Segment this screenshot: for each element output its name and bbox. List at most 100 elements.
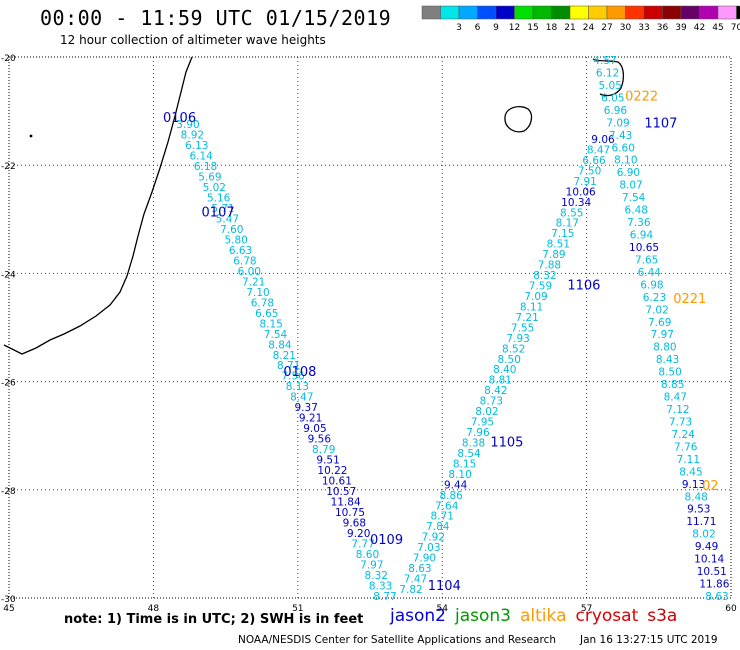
track-2-value: 8.73 [480,396,503,408]
track-2-value: 7.89 [542,249,565,261]
pass-label: 1104 [428,579,461,594]
pass-labels: 0106 0107 0108 0109 1104 1105 1106 1107 0222 0221… [163,89,719,594]
track-2-value: 9.44 [444,479,468,491]
track-2-value: 8.47 [587,144,610,156]
track-3-value: 8.85 [661,379,684,391]
header-subtitle: 12 hour collection of altimeter wave hei… [60,33,326,47]
track-3-value: 11.71 [686,516,716,528]
footer-timestamp: Jan 16 13:27:15 UTC 2019 [580,634,718,646]
coastline-madagascar [3,56,193,355]
track-2-value: 8.51 [547,239,570,251]
legend-swatch [495,5,515,20]
track-3-value: 7.73 [669,416,692,428]
track-1-value: 5.71 [211,203,234,215]
track-3-value: 6.98 [640,279,663,291]
legend-label: 21 [564,23,575,33]
track-1-value: 8.77 [373,591,396,603]
track-2-value: 10.06 [566,186,596,198]
legend-label: 42 [694,23,705,33]
track-3-value: 8.47 [664,392,687,404]
legend-label: 39 [675,23,687,33]
track-3-value: 8.02 [692,529,715,541]
track-1-value: 6.78 [233,255,256,267]
track-3-value: 8.45 [679,466,702,478]
track-2-value: 8.50 [498,354,521,366]
track-2-value: 8.42 [484,385,507,397]
legend-swatch [514,5,534,20]
track-3-value: 10.51 [697,566,727,578]
track-2-value: 7.95 [471,417,494,429]
track-1-value: 8.92 [181,129,204,141]
track-1-value: 10.75 [335,507,365,519]
legend-swatch [717,5,737,20]
track-1-value: 8.21 [273,350,296,362]
track-1-value: 7.56 [281,371,305,383]
legend-label: 36 [657,23,669,33]
track-3-value: 7.12 [666,404,689,416]
track-3-value: 8.63 [705,591,728,603]
track-2-value: 7.09 [524,291,547,303]
header-title: 00:00 - 11:59 UTC 01/15/2019 [40,6,392,30]
track-1-value: 7.97 [360,560,383,572]
track-2-value: 8.86 [439,490,463,502]
legend-swatch [625,5,645,20]
lon-tick-label: 57 [581,604,592,614]
track-2-value: 8.02 [475,406,498,418]
track-2-value: 7.21 [515,312,538,324]
track-1-value: 5.80 [224,234,247,246]
track-3-value: 7.69 [648,317,671,329]
mission-jason3: jason3 [455,606,511,626]
track-1-value: 6.18 [194,161,217,173]
track-3-value: 7.36 [627,217,651,229]
track-3-value: 7.76 [674,441,698,453]
track-1-value: 10.22 [317,465,347,477]
track-2-value: 8.55 [560,207,583,219]
track-3-value: 6.94 [630,230,654,242]
track-2-value: 8.54 [457,448,481,460]
track-3-value: 10.65 [629,242,659,254]
track-1-value: 8.15 [259,318,282,330]
track-3-value: 6.23 [643,292,666,304]
track-3-value: 7.11 [677,454,700,466]
track-1-value: 7.10 [246,287,269,299]
legend-label: 18 [546,23,558,33]
track-2-value: 8.17 [556,218,579,230]
legend-label: 6 [475,23,481,33]
track-3-value: 8.43 [656,354,679,366]
track-1-value: 6.63 [229,245,252,257]
pass-label: 1105 [490,436,523,451]
track-3-value: 10.14 [694,554,724,566]
legend-swatch [569,5,589,20]
legend-swatch [477,5,497,20]
track-2-value: 9.06 [591,134,615,146]
track-2-value: 7.59 [529,281,552,293]
legend-label: 33 [638,23,649,33]
track-1-value: 5.16 [207,192,231,204]
track-2-value: 8.10 [448,469,471,481]
track-2-value: 7.88 [538,260,561,272]
track-1-value: 10.57 [326,486,356,498]
track-2-value: 7.64 [435,500,459,512]
lon-tick-label: 51 [292,604,303,614]
pass-label: 0106 [163,111,196,126]
legend-swatch [440,5,460,20]
track-2-value: 7.93 [506,333,529,345]
track-1-value: 11.84 [331,497,361,509]
lat-tick-label: -28 [1,487,16,497]
footer-credit: NOAA/NESDIS Center for Satellite Applica… [238,634,556,646]
map-axes: 45 48 51 54 57 60 -20 -22 -24 -26 -28 -30 [1,54,737,614]
track-3-value: 9.49 [695,541,718,553]
pass-label: 02 [702,479,719,494]
track-3-value: 7.02 [645,304,668,316]
track-2-value: 7.82 [399,584,422,596]
legend-swatch [551,5,571,20]
pass-label: 0108 [283,365,316,380]
mission-jason2: jason2 [390,606,446,626]
coastline-reunion [504,106,533,133]
track-2-value: 6.66 [582,155,606,167]
legend-label: 15 [527,23,538,33]
legend-label: 45 [712,23,723,33]
mission-altika: altika [520,606,567,626]
track-3-value: 6.44 [638,267,662,279]
track-3-value: 8.10 [614,155,637,167]
